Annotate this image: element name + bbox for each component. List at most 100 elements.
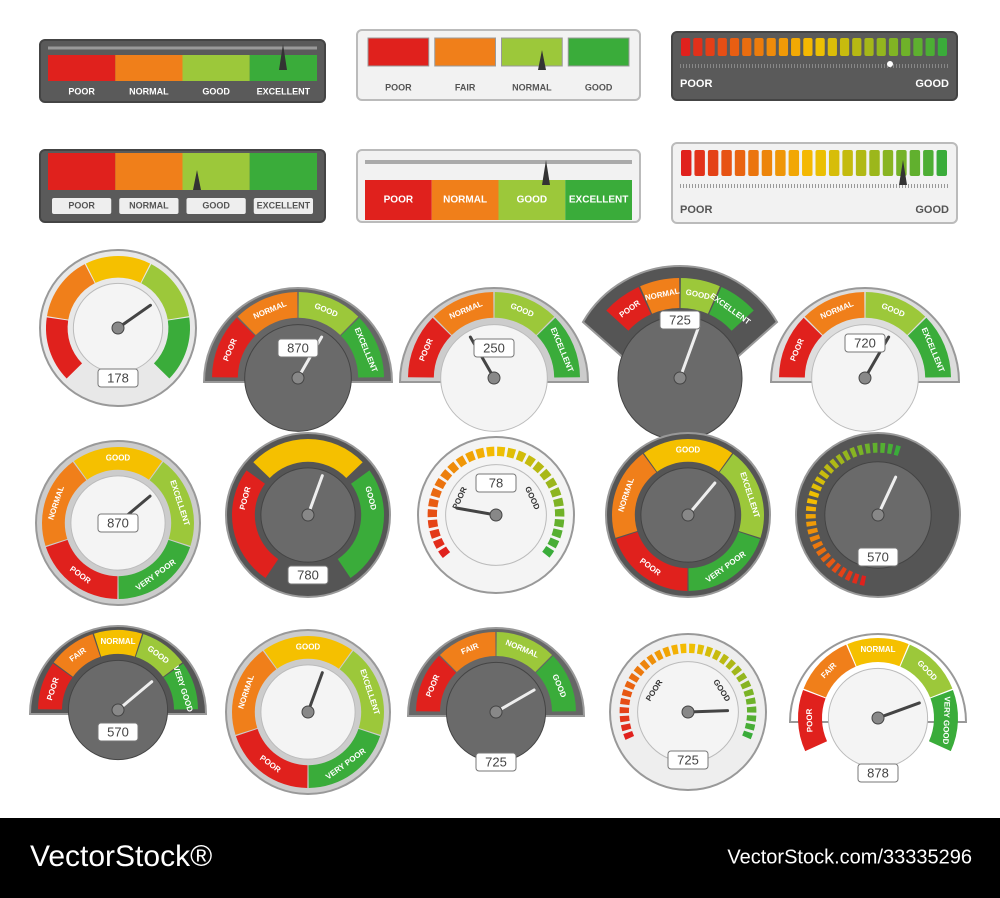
- needle-hub: [681, 705, 695, 719]
- level-segment: [231, 470, 279, 579]
- level-label: GOOD: [915, 78, 949, 90]
- level-segment: [498, 180, 566, 220]
- level-block: [814, 476, 826, 486]
- level-block: [818, 469, 830, 480]
- level-block: [427, 519, 439, 529]
- level-block: [803, 38, 813, 56]
- reading-box: [857, 547, 899, 567]
- level-block: [913, 38, 923, 56]
- level-block: [825, 557, 836, 569]
- level-block: [823, 463, 835, 474]
- level-block: [623, 731, 635, 740]
- level-segment: [928, 689, 958, 752]
- level-block: [621, 689, 633, 698]
- level-segment: [434, 37, 496, 67]
- brand: VectorStock®: [30, 840, 212, 873]
- level-label: POOR: [385, 82, 412, 92]
- reading: 870: [287, 340, 309, 355]
- level-segment: [535, 655, 576, 712]
- level-block: [554, 518, 565, 528]
- level-block: [740, 680, 752, 690]
- needle-hub: [301, 705, 315, 719]
- level-block: [923, 150, 934, 176]
- level-block: [731, 665, 743, 676]
- level-segment: [46, 264, 95, 320]
- reading: 178: [107, 370, 129, 385]
- level-block: [827, 38, 837, 56]
- level-block: [639, 659, 651, 671]
- pointer: [538, 50, 546, 70]
- needle-hub: [681, 508, 695, 522]
- reading: 725: [485, 754, 507, 769]
- level-segment: [567, 37, 630, 67]
- reading-box: [475, 752, 517, 772]
- label-box: [253, 198, 313, 214]
- level-block: [475, 447, 485, 459]
- needle-hub: [111, 321, 125, 335]
- level-segment: [779, 317, 823, 378]
- level-label: NORMAL: [100, 637, 135, 646]
- level-segment: [73, 446, 163, 480]
- level-segment: [798, 689, 828, 752]
- level-segment: [42, 461, 87, 546]
- level-label: GOOD: [517, 195, 548, 206]
- level-segment: [494, 292, 555, 336]
- level-segment: [847, 638, 909, 667]
- level-block: [705, 38, 715, 56]
- level-segment: [640, 278, 680, 314]
- level-block: [633, 665, 645, 677]
- level-block: [745, 697, 756, 705]
- level-block: [736, 672, 748, 683]
- level-block: [805, 505, 817, 512]
- level-block: [806, 498, 818, 505]
- pointer: [193, 170, 201, 190]
- level-block: [689, 643, 696, 654]
- needle: [678, 324, 701, 380]
- level-block: [754, 38, 764, 56]
- level-segment: [439, 632, 496, 673]
- needle: [494, 688, 536, 714]
- level-block: [859, 575, 867, 586]
- level-block: [876, 38, 886, 56]
- level-label: GOOD: [296, 643, 321, 652]
- level-block: [718, 653, 730, 665]
- label-box: [52, 198, 112, 214]
- level-block: [844, 570, 853, 582]
- level-block: [864, 38, 874, 56]
- level-block: [712, 649, 722, 661]
- level-block: [882, 150, 894, 176]
- level-segment: [48, 55, 116, 81]
- level-segment: [536, 317, 580, 378]
- level-block: [778, 38, 789, 56]
- level-block: [820, 552, 831, 563]
- level-segment: [53, 634, 101, 677]
- level-block: [542, 546, 555, 558]
- level-block: [694, 150, 705, 176]
- reading: 78: [489, 475, 503, 490]
- level-block: [428, 498, 439, 508]
- reading: 720: [854, 335, 876, 350]
- needle: [116, 680, 154, 712]
- level-segment: [135, 634, 183, 677]
- level-block: [744, 722, 756, 731]
- level-block: [693, 38, 703, 56]
- level-block: [831, 562, 842, 574]
- reading-box: [287, 565, 329, 585]
- level-segment: [907, 317, 951, 378]
- image-id: VectorStock.com/33335296: [727, 846, 972, 868]
- level-block: [434, 477, 447, 490]
- level-block: [815, 150, 826, 176]
- needle-hub: [487, 371, 501, 385]
- level-block: [620, 697, 631, 706]
- level-segment: [115, 153, 183, 190]
- level-block: [717, 38, 727, 56]
- needle-hub: [673, 371, 687, 385]
- level-label: NORMAL: [129, 86, 169, 96]
- level-block: [893, 445, 901, 456]
- level-block: [515, 450, 527, 463]
- level-segment: [38, 663, 73, 710]
- level-label: GOOD: [202, 86, 230, 96]
- level-block: [809, 534, 821, 543]
- level-block: [901, 38, 911, 56]
- level-segment: [298, 292, 359, 336]
